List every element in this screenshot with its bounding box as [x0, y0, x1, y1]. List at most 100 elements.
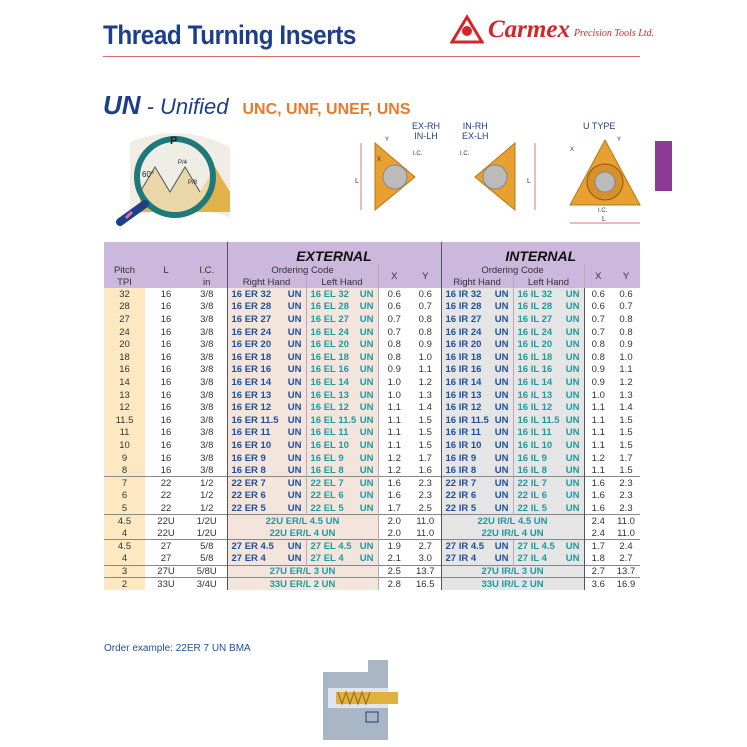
section-code: UN	[103, 90, 141, 120]
code-value: 16 ER 11.5	[231, 414, 279, 426]
code-suffix: UN	[565, 439, 580, 451]
code-value: 16 ER 12	[231, 402, 272, 414]
code-suffix: UN	[565, 376, 580, 388]
ext-rh-code: UN 16 ER 24	[226, 325, 306, 339]
tpi-cell: 9	[104, 451, 145, 465]
l-cell: 16	[160, 301, 172, 313]
int-y-cell: 0.8	[619, 313, 633, 325]
code-value: 22 IR 7	[445, 477, 477, 489]
code-value: 16 IL 27	[517, 313, 553, 325]
l-cell: 27U	[145, 564, 187, 578]
code-value: 22 EL 6	[310, 490, 344, 502]
in-rh-insert-icon: L I.C.	[460, 141, 536, 212]
ext-rh-code: UN 22 ER 5	[226, 502, 306, 515]
code-suffix: UN	[494, 389, 509, 401]
ext-rh-code: UN 16 ER 20	[226, 338, 306, 351]
ext-rh-code: UN 16 ER 27	[226, 313, 306, 326]
int-lh-code: UN 16 IL 13	[512, 388, 584, 402]
code-suffix: UN	[565, 464, 580, 476]
code-suffix: UN	[565, 326, 580, 338]
ext-x-cell: 1.2	[377, 451, 410, 465]
ext-x-cell: 2.0	[377, 527, 410, 540]
l-cell: 22	[160, 490, 172, 502]
tpi-cell: 28	[104, 300, 145, 314]
code-value: 16 EL 14	[310, 376, 349, 388]
ext-rh-code: UN 16 ER 18	[226, 350, 306, 364]
ext-y-header: Y	[410, 264, 441, 288]
int-lh-code: UN 22 IL 5	[512, 502, 584, 515]
ext-y-cell: 2.3	[410, 476, 441, 490]
table-row: 4.5 27 5/8 UN 27 ER 4.5 UN 27 EL 4.5 1.9 2.7 UN 27…	[104, 539, 640, 553]
ext-rh-code: UN 16 ER 32	[226, 288, 306, 301]
int-x-cell: 1.1	[583, 439, 612, 452]
tpi-cell: 4.5	[104, 514, 145, 528]
ext-x-cell: 2.8	[377, 577, 410, 591]
code-suffix: UN	[287, 414, 302, 426]
code-value: 16 EL 28	[310, 301, 349, 313]
int-rh-code: UN 22 IR 5	[440, 502, 513, 515]
code-suffix: UN	[565, 452, 580, 464]
code-value: 22 EL 5	[310, 502, 344, 514]
code-suffix: UN	[565, 402, 580, 414]
code-value: 16 ER 14	[231, 376, 272, 388]
l-cell: 22U	[157, 527, 175, 539]
code-suffix: UN	[494, 477, 509, 489]
ic-cell: 3/8	[200, 376, 214, 388]
table-row: 3 27U 5/8U 27U ER/L 3 UN 2.5 13.7 27U IR/L 3 U…	[104, 564, 640, 578]
int-x-cell: 1.1	[583, 401, 612, 414]
code-value: 16 EL 18	[310, 351, 349, 363]
tpi-cell: 2	[104, 577, 145, 591]
page-title: Thread Turning Inserts	[103, 20, 356, 50]
int-lh-code: UN 16 IL 11	[512, 426, 584, 440]
ext-x-cell: 1.6	[377, 476, 410, 490]
code-value: 16 EL 9	[310, 452, 344, 464]
int-rh-code: UN 16 IR 27	[440, 313, 513, 326]
code-suffix: UN	[494, 376, 509, 388]
code-suffix: UN	[287, 402, 302, 414]
ic-cell: 3/8	[200, 464, 214, 476]
ext-lh-code: UN 22 EL 6	[305, 489, 378, 503]
ext-lh-code: UN 16 EL 20	[305, 338, 378, 351]
table-row: 27 16 3/8 UN 16 ER 27 UN 16 EL 27 0.7 0.8 UN 16 IR…	[104, 313, 640, 326]
table-row: 14 16 3/8 UN 16 ER 14 UN 16 EL 14 1.0 1.2 UN 16 IR…	[104, 376, 640, 389]
code-value: 27 ER 4	[231, 553, 266, 565]
code-value: 16 IR 8	[445, 464, 477, 476]
int-lh-code: UN 16 IL 10	[512, 439, 584, 452]
code-value: 16 ER 8	[231, 464, 266, 476]
code-value: 16 IR 14	[445, 376, 482, 388]
code-suffix: UN	[565, 553, 580, 565]
int-x-cell: 0.6	[583, 288, 612, 301]
toolholder-illustration	[323, 660, 398, 740]
int-y-cell: 1.5	[619, 427, 633, 439]
code-suffix: UN	[359, 414, 374, 426]
int-x-cell: 1.6	[583, 489, 612, 503]
ext-x-cell: 0.6	[377, 288, 410, 301]
code-suffix: UN	[565, 301, 580, 313]
ext-rh-code: UN 27 ER 4.5	[226, 539, 306, 553]
ext-y-cell: 1.6	[418, 464, 432, 476]
tpi-cell: 4	[104, 527, 145, 540]
ext-y-cell: 0.6	[418, 288, 432, 300]
code-value: 16 EL 12	[310, 402, 349, 414]
ext-x-cell: 1.1	[377, 426, 410, 440]
ext-y-cell: 1.1	[418, 364, 432, 376]
code-suffix: UN	[359, 540, 374, 552]
code-suffix: UN	[287, 351, 302, 363]
code-value: 16 ER 16	[231, 364, 272, 376]
brand-name: Carmex	[488, 16, 570, 43]
ext-rh-code: UN 27 ER 4	[226, 552, 306, 566]
ext-x-cell: 1.9	[377, 539, 410, 553]
table-row: 4 22U 1/2U 22U ER/L 4 UN 2.0 11.0 22U IR/L 4 U…	[104, 527, 640, 540]
code-suffix: UN	[359, 313, 374, 325]
brand-subtitle: Precision Tools Ltd.	[573, 28, 655, 39]
x-dimension: X	[570, 147, 574, 153]
l-cell: 16	[160, 288, 172, 300]
int-x-cell: 0.7	[583, 325, 612, 339]
int-rh-header: Right Hand	[440, 276, 513, 288]
code-value: 16 ER 27	[231, 313, 272, 325]
int-rh-code: UN 16 IR 9	[440, 451, 513, 465]
p8-label: P/8	[188, 180, 198, 186]
int-y-cell: 1.2	[619, 376, 633, 388]
int-rh-code: UN 16 IR 16	[440, 363, 513, 377]
ext-y-cell: 0.7	[418, 301, 432, 313]
